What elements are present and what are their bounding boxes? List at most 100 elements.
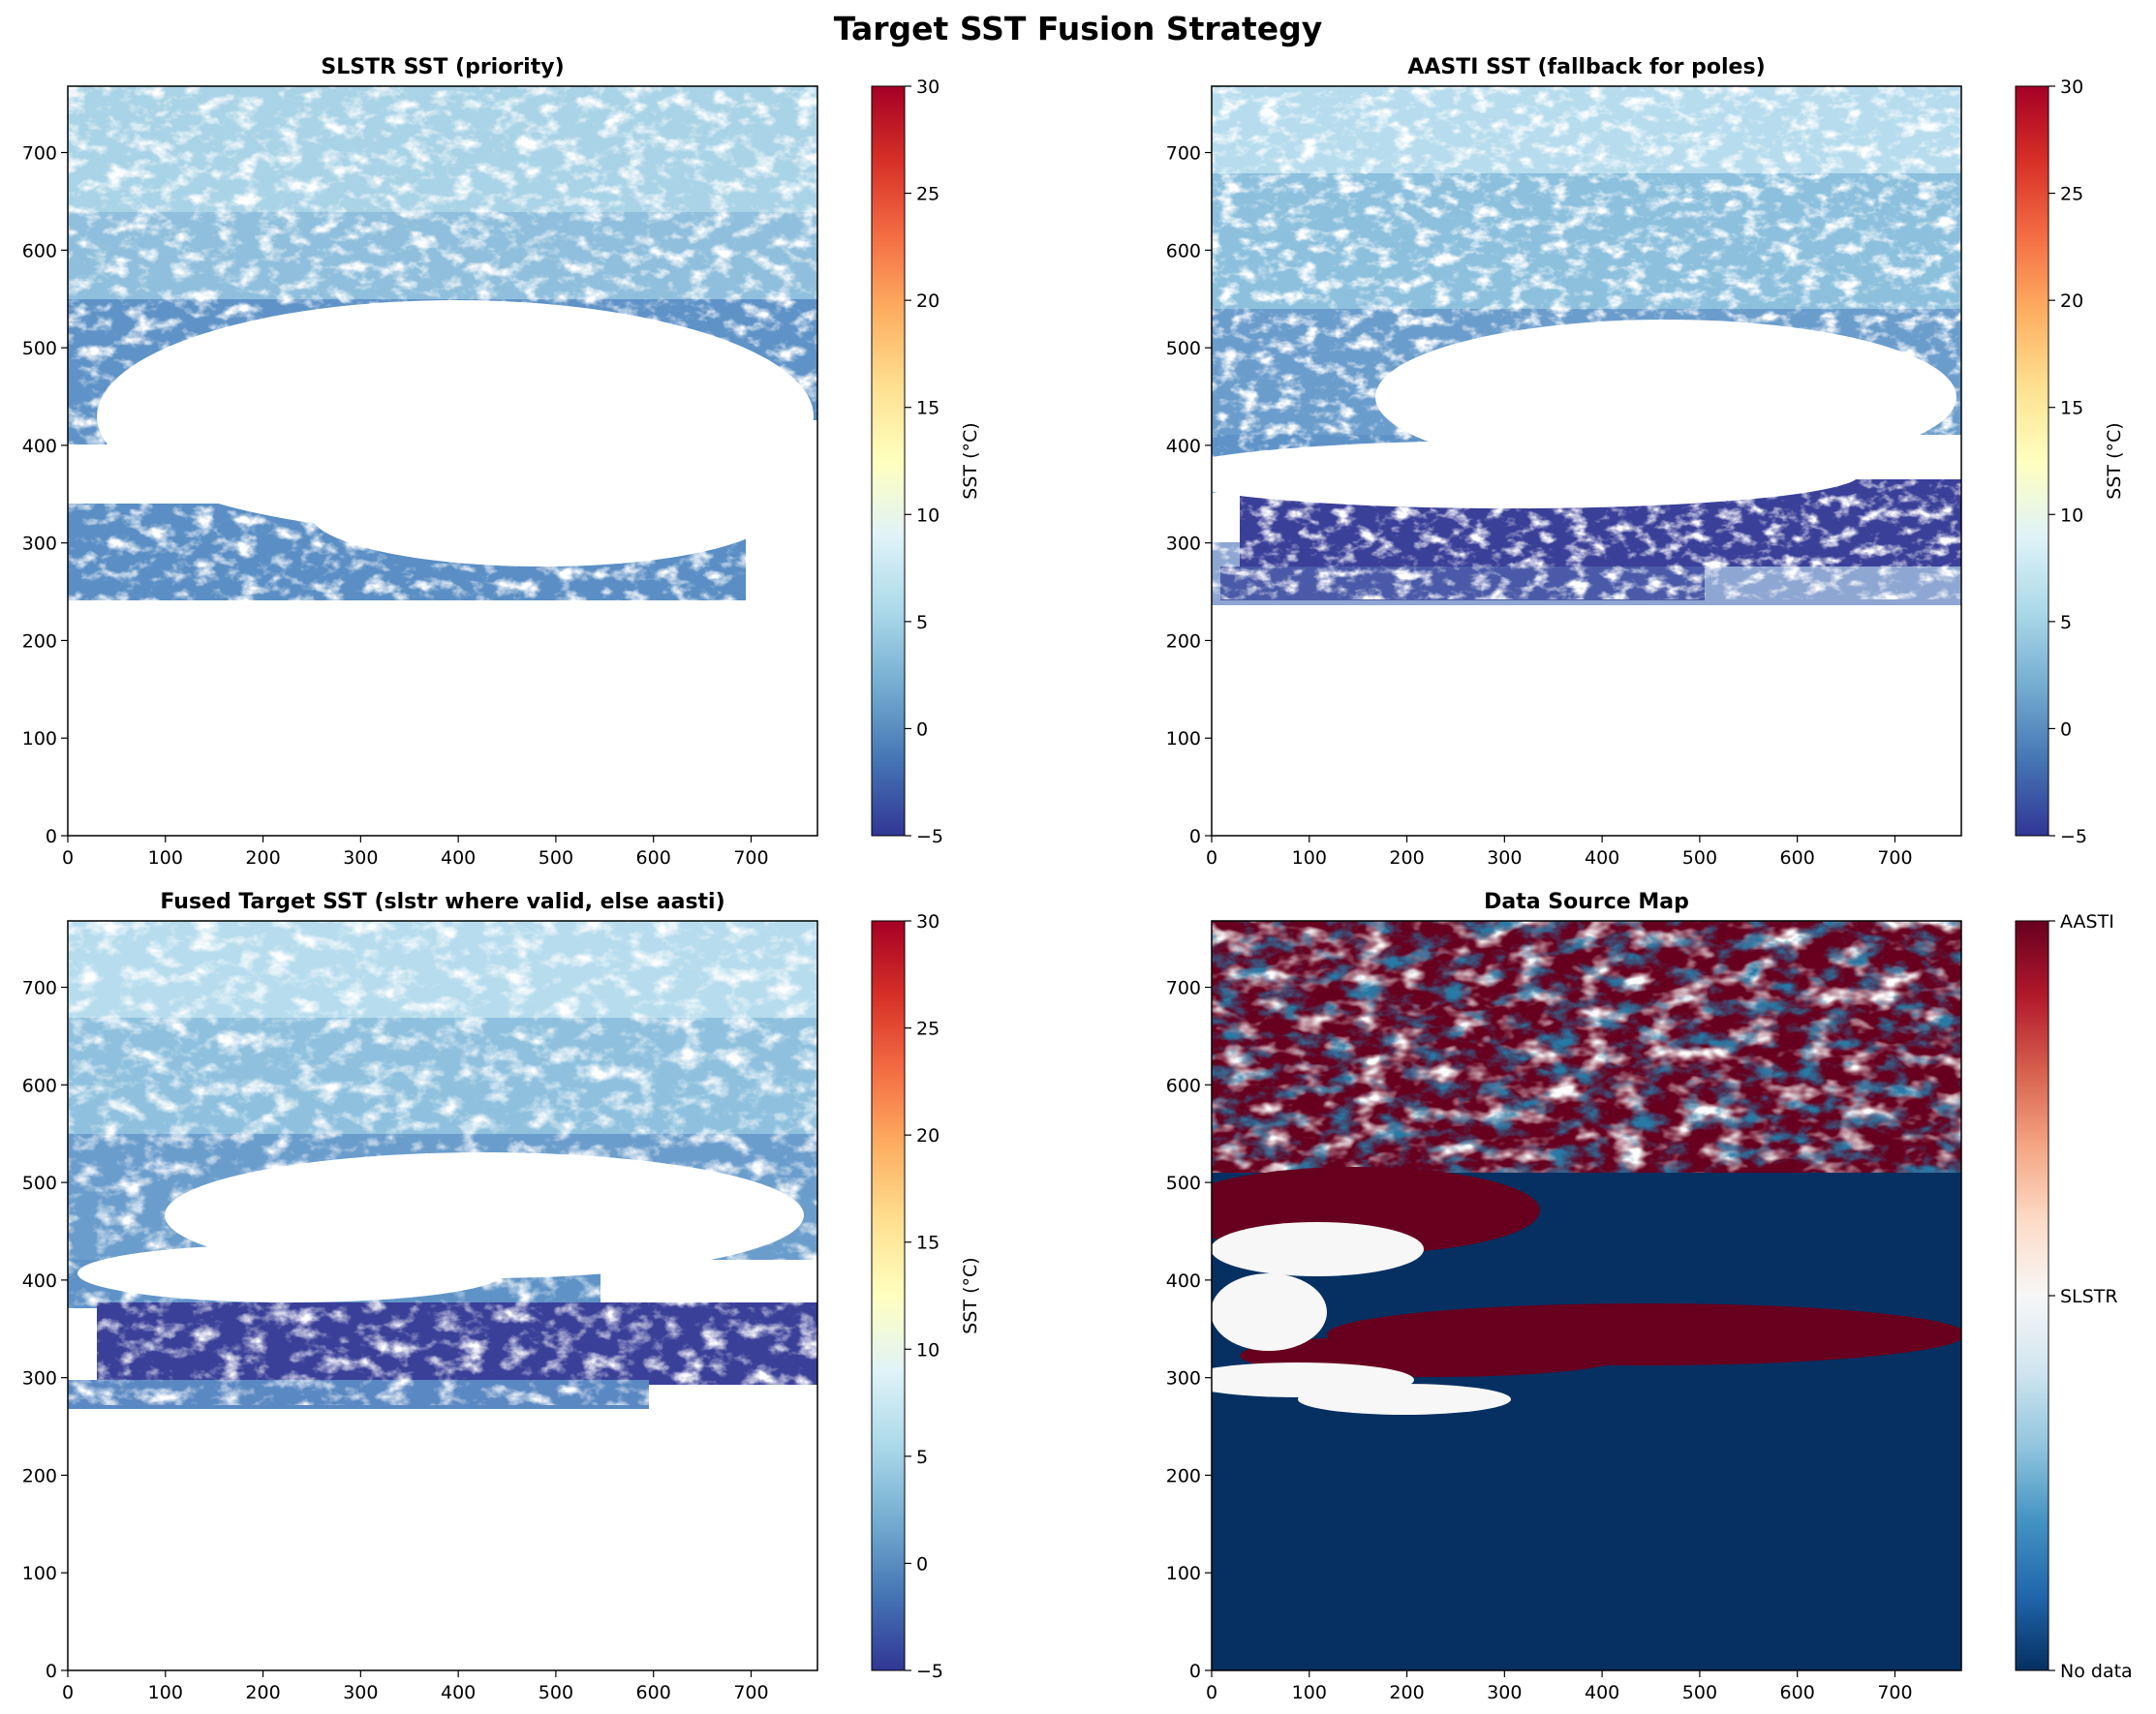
x-tick-label: 600 bbox=[636, 847, 671, 869]
colorbar-tick-label: 15 bbox=[916, 1233, 939, 1254]
y-tick-label: 100 bbox=[22, 1563, 57, 1584]
y-tick-label: 200 bbox=[1166, 1465, 1201, 1486]
colorbar-tick-label: 0 bbox=[916, 1553, 928, 1575]
colorbar-tick-label: No data bbox=[2060, 1661, 2133, 1682]
x-tick-label: 100 bbox=[1292, 1682, 1327, 1703]
x-tick-label: 0 bbox=[62, 847, 74, 869]
x-tick-label: 600 bbox=[1780, 1682, 1815, 1703]
slstr-colorbar bbox=[871, 85, 906, 837]
slstr-title: SLSTR SST (priority) bbox=[321, 55, 564, 79]
y-tick-label: 300 bbox=[1166, 1368, 1201, 1390]
y-tick-label: 500 bbox=[22, 1173, 57, 1194]
x-tick-label: 200 bbox=[245, 847, 280, 869]
source-map-colorbar bbox=[2015, 920, 2049, 1671]
y-tick-label: 400 bbox=[1166, 436, 1201, 457]
y-tick-label: 600 bbox=[1166, 240, 1201, 261]
colorbar-tick-label: 5 bbox=[2060, 612, 2072, 633]
y-tick-label: 0 bbox=[46, 826, 57, 847]
x-tick-label: 700 bbox=[1877, 847, 1912, 869]
panel-source-map: Data Source Map 0 100 200 300 400 500 600 700 0 1… bbox=[1166, 890, 2133, 1703]
aasti-heatmap-field bbox=[1212, 86, 1961, 836]
source-map-title: Data Source Map bbox=[1484, 890, 1689, 914]
colorbar-tick-label: −5 bbox=[916, 1661, 943, 1682]
colorbar-tick-label: 20 bbox=[916, 291, 939, 312]
colorbar-tick-label: SLSTR bbox=[2060, 1286, 2118, 1307]
colorbar-tick-label: 15 bbox=[2060, 398, 2083, 419]
slstr-heatmap-field bbox=[68, 86, 817, 836]
y-tick-label: 500 bbox=[1166, 338, 1201, 359]
fused-title: Fused Target SST (slstr where valid, els… bbox=[160, 890, 724, 914]
source-map-colorbar-ticks: No data SLSTR AASTI bbox=[2048, 911, 2133, 1682]
x-tick-label: 700 bbox=[733, 1682, 768, 1703]
source-map-axes: 0 100 200 300 400 500 600 700 0 100 200 300 400 500 60… bbox=[1166, 978, 1913, 1703]
colorbar-tick-label: 25 bbox=[916, 1019, 939, 1040]
x-tick-label: 500 bbox=[1682, 1682, 1717, 1703]
y-tick-label: 500 bbox=[22, 338, 57, 359]
colorbar-tick-label: 0 bbox=[916, 719, 928, 740]
y-tick-label: 700 bbox=[22, 143, 57, 165]
fused-colorbar bbox=[871, 920, 906, 1671]
aasti-title: AASTI SST (fallback for poles) bbox=[1407, 55, 1765, 79]
y-tick-label: 100 bbox=[22, 728, 57, 750]
x-tick-label: 400 bbox=[441, 847, 476, 869]
x-tick-label: 700 bbox=[1877, 1682, 1912, 1703]
colorbar-tick-label: 20 bbox=[2060, 291, 2083, 312]
aasti-colorbar bbox=[2015, 85, 2049, 837]
x-tick-label: 400 bbox=[441, 1682, 476, 1703]
slstr-colorbar-label: SST (°C) bbox=[960, 422, 981, 499]
colorbar-tick-label: 30 bbox=[916, 77, 939, 98]
x-tick-label: 700 bbox=[733, 847, 768, 869]
aasti-axes: 0 100 200 300 400 500 600 700 0 100 200 300 400 500 60… bbox=[1166, 143, 1913, 869]
panel-slstr: SLSTR SST (priority) 0 100 200 300 400 500 600… bbox=[22, 55, 981, 869]
x-tick-label: 600 bbox=[1780, 847, 1815, 869]
x-tick-label: 0 bbox=[62, 1682, 74, 1703]
x-tick-label: 300 bbox=[1487, 847, 1522, 869]
y-tick-label: 100 bbox=[1166, 1563, 1201, 1584]
fused-colorbar-label: SST (°C) bbox=[960, 1257, 981, 1333]
x-tick-label: 600 bbox=[636, 1682, 671, 1703]
x-tick-label: 0 bbox=[1206, 847, 1217, 869]
x-tick-label: 400 bbox=[1585, 1682, 1619, 1703]
fused-colorbar-ticks: −5 0 5 10 15 20 25 30 bbox=[905, 911, 943, 1682]
colorbar-tick-label: 25 bbox=[916, 184, 939, 205]
aasti-colorbar-label: SST (°C) bbox=[2104, 422, 2125, 499]
fused-heatmap-field bbox=[68, 921, 817, 1670]
colorbar-tick-label: 15 bbox=[916, 398, 939, 419]
y-tick-label: 400 bbox=[1166, 1270, 1201, 1292]
panel-aasti: AASTI SST (fallback for poles) 0 100 200 30… bbox=[1166, 55, 2125, 869]
colorbar-tick-label: AASTI bbox=[2060, 911, 2114, 933]
y-tick-label: 400 bbox=[22, 436, 57, 457]
y-tick-label: 700 bbox=[1166, 143, 1201, 165]
y-tick-label: 700 bbox=[22, 978, 57, 999]
fused-axes: 0 100 200 300 400 500 600 700 0 100 200 300 400 500 60… bbox=[22, 978, 769, 1703]
y-tick-label: 600 bbox=[1166, 1075, 1201, 1096]
slstr-axes: 0 100 200 300 400 500 600 700 0 100 200 300 400 500 60… bbox=[22, 143, 769, 869]
figure-title: Target SST Fusion Strategy bbox=[834, 10, 1323, 47]
colorbar-tick-label: 30 bbox=[916, 911, 939, 933]
colorbar-tick-label: 10 bbox=[2060, 505, 2083, 526]
x-tick-label: 0 bbox=[1206, 1682, 1217, 1703]
colorbar-tick-label: 20 bbox=[916, 1125, 939, 1147]
x-tick-label: 500 bbox=[539, 847, 573, 869]
x-tick-label: 300 bbox=[1487, 1682, 1522, 1703]
x-tick-label: 100 bbox=[148, 1682, 183, 1703]
colorbar-tick-label: 10 bbox=[916, 505, 939, 526]
x-tick-label: 100 bbox=[148, 847, 183, 869]
y-tick-label: 300 bbox=[1166, 534, 1201, 555]
x-tick-label: 200 bbox=[1389, 847, 1424, 869]
y-tick-label: 400 bbox=[22, 1270, 57, 1292]
y-tick-label: 300 bbox=[22, 534, 57, 555]
x-tick-label: 100 bbox=[1292, 847, 1327, 869]
y-tick-label: 100 bbox=[1166, 728, 1201, 750]
x-tick-label: 200 bbox=[245, 1682, 280, 1703]
y-tick-label: 0 bbox=[1189, 1661, 1201, 1682]
x-tick-label: 400 bbox=[1585, 847, 1619, 869]
colorbar-tick-label: −5 bbox=[2060, 826, 2087, 847]
colorbar-tick-label: 5 bbox=[916, 1447, 928, 1468]
x-tick-label: 300 bbox=[343, 1682, 378, 1703]
y-tick-label: 700 bbox=[1166, 978, 1201, 999]
x-tick-label: 200 bbox=[1389, 1682, 1424, 1703]
colorbar-tick-label: 5 bbox=[916, 612, 928, 633]
y-tick-label: 600 bbox=[22, 1075, 57, 1096]
